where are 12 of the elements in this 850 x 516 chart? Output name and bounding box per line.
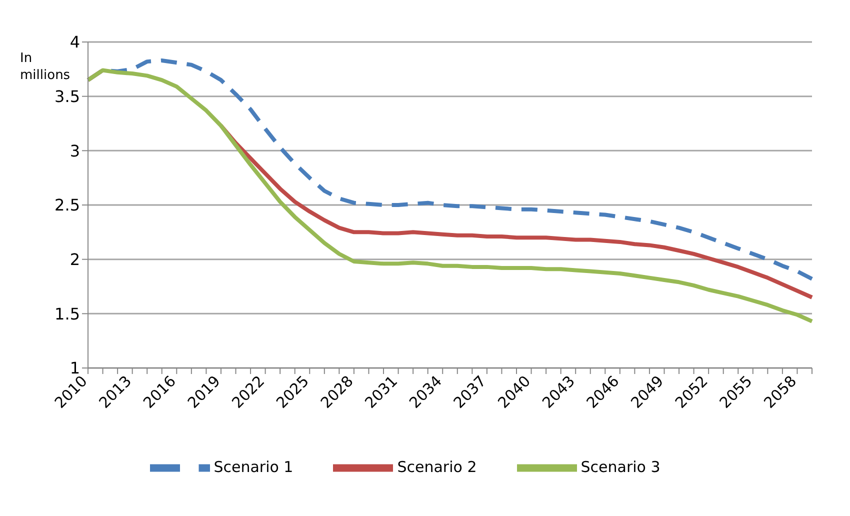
y-tick-label: 1 <box>70 358 80 378</box>
y-tick-label: 2 <box>70 250 80 270</box>
y-tick-label: 3.5 <box>54 87 80 106</box>
legend-label: Scenario 1 <box>214 458 294 476</box>
line-series <box>86 68 814 324</box>
y-axis-title: In millions <box>20 50 72 84</box>
legend-label: Scenario 2 <box>397 458 477 476</box>
y-tick-label: 4 <box>70 32 80 52</box>
legend-label: Scenario 3 <box>580 458 660 476</box>
y-tick-label: 2.5 <box>54 196 80 215</box>
y-tick-label: 1.5 <box>54 304 80 324</box>
y-tick-label: 3 <box>70 141 80 160</box>
